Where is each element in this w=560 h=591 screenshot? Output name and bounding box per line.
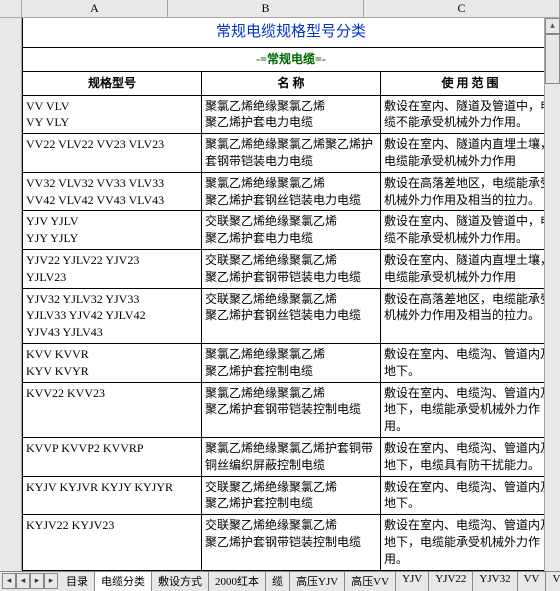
table-row[interactable]: YJV YJLV YJY YJLY交联聚乙烯绝缘聚氯乙烯 聚乙烯护套电力电缆敷设… xyxy=(23,211,560,250)
sheet-tab[interactable]: 缆 xyxy=(266,571,290,591)
cell-model[interactable]: YJV32 YJLV32 YJV33 YJLV33 YJV42 YJLV42 Y… xyxy=(23,288,202,343)
nav-prev-button[interactable]: ◂ xyxy=(16,573,30,589)
cell-usage[interactable]: 敷设在高落差地区，电缆能承受机械外力作用及相当的拉力。 xyxy=(381,172,560,211)
cell-usage[interactable]: 敷设在室内、电缆沟、管道内及地下，电缆能承受机械外力作用。 xyxy=(381,515,560,570)
cell-name[interactable]: 交联聚乙烯绝缘聚氯乙烯 聚乙烯护套控制电缆 xyxy=(202,476,381,515)
nav-last-button[interactable]: ▸ xyxy=(44,573,58,589)
scroll-thumb[interactable] xyxy=(545,34,560,84)
table-row[interactable]: KVV22 KVV23聚氯乙烯绝缘聚氯乙烯 聚乙烯护套钢带铠装控制电缆敷设在室内… xyxy=(23,382,560,437)
sheet-tab[interactable]: 2000红本 xyxy=(209,571,266,591)
sheet-tab[interactable]: YJV xyxy=(396,571,429,591)
header-model: 规格型号 xyxy=(23,71,202,95)
cell-name[interactable]: 聚氯乙烯绝缘聚氯乙烯 聚乙烯护套钢丝铠装电力电缆 xyxy=(202,172,381,211)
cell-usage[interactable]: 敷设在室内、隧道及管道中，电缆不能承受机械外力作用。 xyxy=(381,211,560,250)
sheet-tab[interactable]: 敷设方式 xyxy=(152,571,209,591)
cell-model[interactable]: YJV YJLV YJY YJLY xyxy=(23,211,202,250)
cell-name[interactable]: 聚氯乙烯绝缘聚氯乙烯护套铜带 铜丝编织屏蔽控制电缆 xyxy=(202,437,381,476)
cell-name[interactable]: 交联聚乙烯绝缘聚氯乙烯 聚乙烯护套钢带铠装电力电缆 xyxy=(202,249,381,288)
sheet-tab[interactable]: 电缆分类 xyxy=(95,571,152,591)
cell-model[interactable]: KYJV KYJVR KYJY KYJYR xyxy=(23,476,202,515)
table-row[interactable]: VV22 VLV22 VV23 VLV23聚氯乙烯绝缘聚氯乙烯聚乙烯护套钢带铠装… xyxy=(23,134,560,173)
cell-name[interactable]: 交联聚乙烯绝缘聚氯乙烯 聚乙烯护套钢带铠装控制电缆 xyxy=(202,515,381,570)
cell-name[interactable]: 聚氯乙烯绝缘聚氯乙烯聚乙烯护套钢带铠装电力电缆 xyxy=(202,134,381,173)
nav-next-button[interactable]: ▸ xyxy=(30,573,44,589)
cell-model[interactable]: KVV KVVR KYV KVYR xyxy=(23,343,202,382)
table-row[interactable]: VV32 VLV32 VV33 VLV33 VV42 VLV42 VV43 VL… xyxy=(23,172,560,211)
table-row[interactable]: YJV32 YJLV32 YJV33 YJLV33 YJV42 YJLV42 Y… xyxy=(23,288,560,343)
cell-model[interactable]: KVVP KVVP2 KVVRP xyxy=(23,437,202,476)
cell-usage[interactable]: 敷设在室内、隧道及管道中，电缆不能承受机械外力作用。 xyxy=(381,95,560,134)
cell-model[interactable]: VV22 VLV22 VV23 VLV23 xyxy=(23,134,202,173)
cell-usage[interactable]: 敷设在室内、电缆沟、管道内及地下，电缆具有防干扰能力。 xyxy=(381,437,560,476)
cell-usage[interactable]: 敷设在高落差地区，电缆能承受机械外力作用及相当的拉力。 xyxy=(381,288,560,343)
cell-model[interactable]: VV VLV VY VLY xyxy=(23,95,202,134)
vertical-scrollbar[interactable]: ▴ xyxy=(544,18,560,571)
cell-model[interactable]: VV32 VLV32 VV33 VLV33 VV42 VLV42 VV43 VL… xyxy=(23,172,202,211)
sheet-tab[interactable]: VV22 xyxy=(546,571,560,591)
table-row[interactable]: KVVP KVVP2 KVVRP聚氯乙烯绝缘聚氯乙烯护套铜带 铜丝编织屏蔽控制电… xyxy=(23,437,560,476)
sheet-tab[interactable]: 高压YJV xyxy=(290,571,345,591)
table-row[interactable]: KVV KVVR KYV KVYR聚氯乙烯绝缘聚氯乙烯 聚乙烯护套控制电缆敷设在… xyxy=(23,343,560,382)
row-headers xyxy=(0,18,22,571)
col-header-b[interactable]: B xyxy=(168,0,364,17)
cell-model[interactable]: KVV22 KVV23 xyxy=(23,382,202,437)
cell-usage[interactable]: 敷设在室内、隧道内直埋土壤，电缆能承受机械外力作用 xyxy=(381,134,560,173)
sheet-tab[interactable]: YJV32 xyxy=(473,571,517,591)
corner-cell xyxy=(0,0,22,17)
table-row[interactable]: KYJV KYJVR KYJY KYJYR交联聚乙烯绝缘聚氯乙烯 聚乙烯护套控制… xyxy=(23,476,560,515)
cell-name[interactable]: 交联聚乙烯绝缘聚氯乙烯 聚乙烯护套电力电缆 xyxy=(202,211,381,250)
col-header-c[interactable]: C xyxy=(364,0,560,17)
cell-name[interactable]: 聚氯乙烯绝缘聚氯乙烯 聚乙烯护套电力电缆 xyxy=(202,95,381,134)
header-name: 名 称 xyxy=(202,71,381,95)
cell-model[interactable]: YJV22 YJLV22 YJV23 YJLV23 xyxy=(23,249,202,288)
col-header-a[interactable]: A xyxy=(22,0,168,17)
sheet-tab[interactable]: 目录 xyxy=(60,571,95,591)
column-headers: A B C xyxy=(0,0,560,18)
cell-usage[interactable]: 敷设在室内、电缆沟、管道内及地下。 xyxy=(381,476,560,515)
table-row[interactable]: YJV22 YJLV22 YJV23 YJLV23交联聚乙烯绝缘聚氯乙烯 聚乙烯… xyxy=(23,249,560,288)
cell-name[interactable]: 聚氯乙烯绝缘聚氯乙烯 聚乙烯护套控制电缆 xyxy=(202,343,381,382)
cell-name[interactable]: 聚氯乙烯绝缘聚氯乙烯 聚乙烯护套钢带铠装控制电缆 xyxy=(202,382,381,437)
sheet-tabs-bar: ◂ ◂ ▸ ▸ 目录电缆分类敷设方式2000红本缆高压YJV高压VVYJVYJV… xyxy=(0,571,560,591)
cell-model[interactable]: KYJV22 KYJV23 xyxy=(23,515,202,570)
table-row[interactable]: KYJV22 KYJV23交联聚乙烯绝缘聚氯乙烯 聚乙烯护套钢带铠装控制电缆敷设… xyxy=(23,515,560,570)
header-usage: 使 用 范 围 xyxy=(381,71,560,95)
data-table: 常规电缆规格型号分类 -=常规电缆=- 规格型号 名 称 使 用 范 围 VV … xyxy=(22,18,560,571)
cell-usage[interactable]: 敷设在室内、电缆沟、管道内及地下，电缆能承受机械外力作用。 xyxy=(381,382,560,437)
cell-usage[interactable]: 敷设在室内、电缆沟、管道内及地下。 xyxy=(381,343,560,382)
nav-first-button[interactable]: ◂ xyxy=(2,573,16,589)
sheet-tab[interactable]: YJV22 xyxy=(429,571,473,591)
cell-name[interactable]: 交联聚乙烯绝缘聚氯乙烯 聚乙烯护套钢丝铠装电力电缆 xyxy=(202,288,381,343)
sheet-tab[interactable]: VV xyxy=(518,571,547,591)
cell-usage[interactable]: 敷设在室内、隧道内直埋土壤，电缆能承受机械外力作用 xyxy=(381,249,560,288)
page-subtitle: -=常规电缆=- xyxy=(23,48,560,72)
scroll-up-button[interactable]: ▴ xyxy=(545,18,560,34)
sheet-tab[interactable]: 高压VV xyxy=(345,571,396,591)
page-title: 常规电缆规格型号分类 xyxy=(23,18,560,48)
table-row[interactable]: VV VLV VY VLY聚氯乙烯绝缘聚氯乙烯 聚乙烯护套电力电缆敷设在室内、隧… xyxy=(23,95,560,134)
